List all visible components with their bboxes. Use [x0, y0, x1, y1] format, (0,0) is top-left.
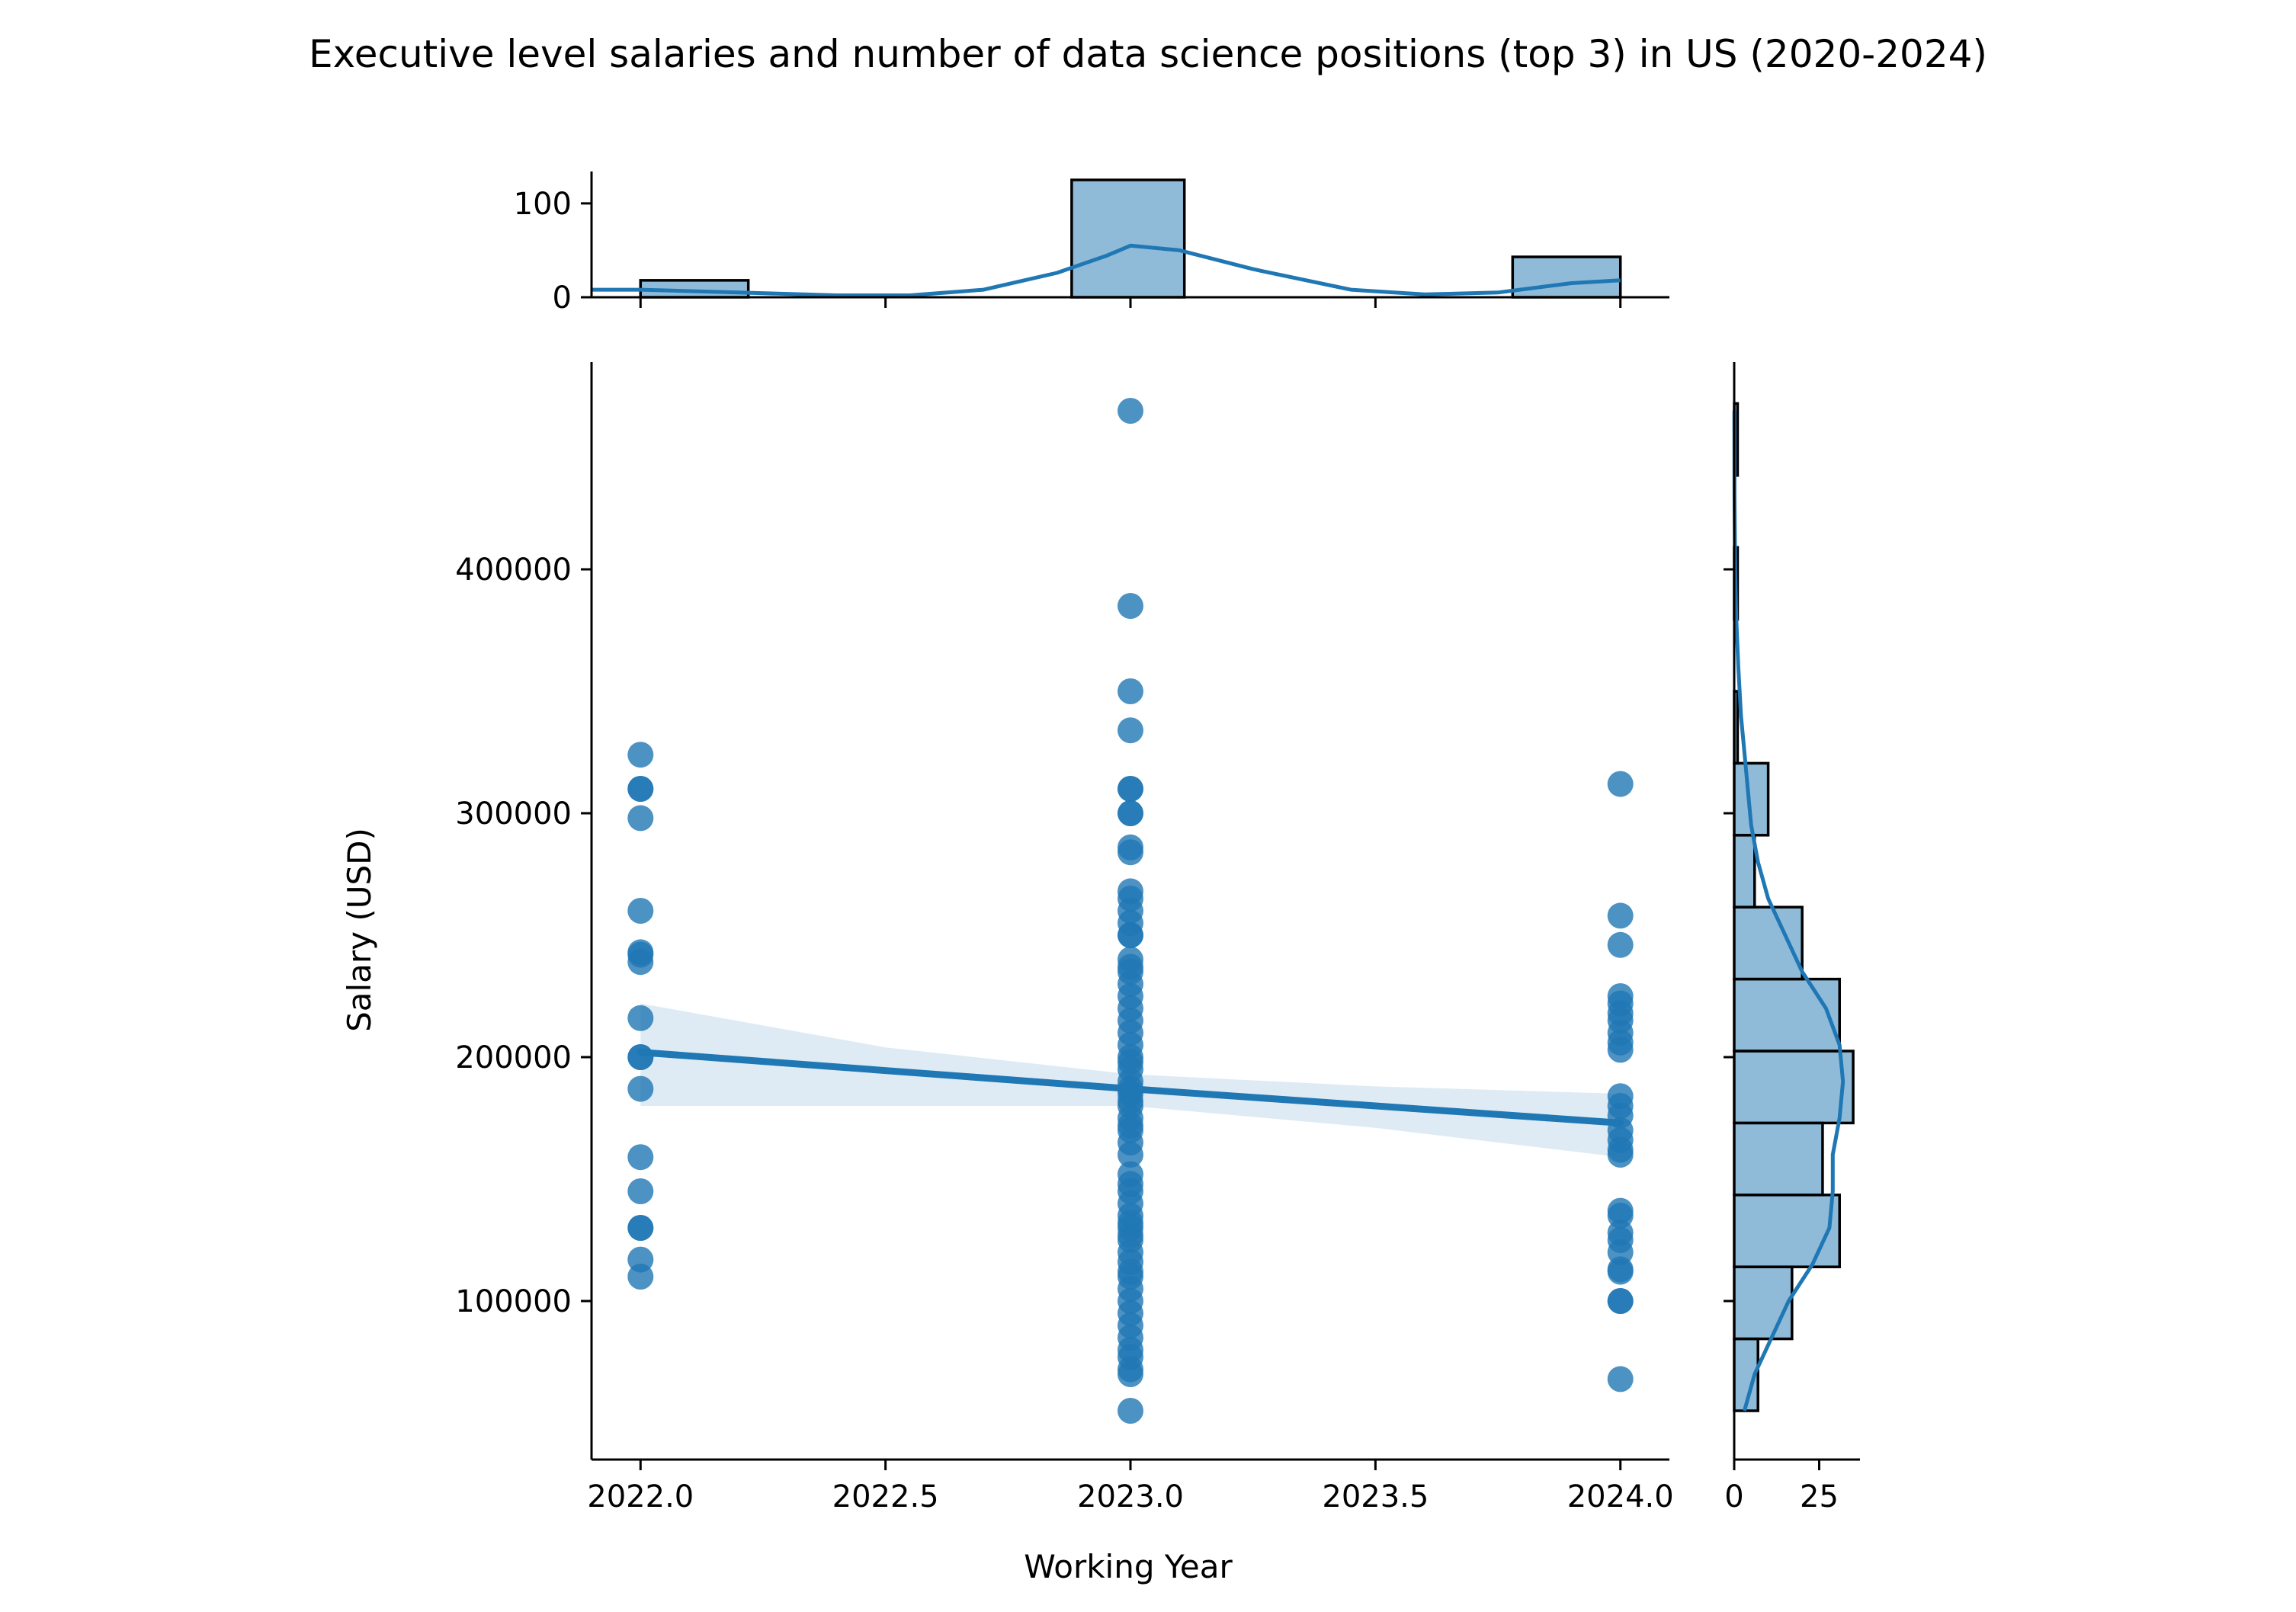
x-tick-label: 2023.5: [1322, 1479, 1429, 1514]
scatter-point: [1607, 771, 1634, 797]
x-tick-label: 2024.0: [1567, 1479, 1674, 1514]
regression-line: [637, 1049, 1624, 1126]
scatter-point: [1118, 1398, 1143, 1424]
scatter-point: [1607, 931, 1634, 958]
scatter-point: [1118, 398, 1143, 424]
y-marginal-bar: [1733, 1121, 1824, 1197]
scatter-point: [1607, 1142, 1634, 1168]
y-marginal-bar: [1733, 834, 1756, 909]
right-x-tick-label: 0: [1724, 1479, 1743, 1514]
x-marginal-axes: 0 100: [514, 171, 1669, 316]
scatter-point: [627, 1264, 654, 1290]
scatter-point: [627, 1005, 654, 1031]
x-axis-label: Working Year: [1024, 1548, 1233, 1585]
x-tick-label: 2023.0: [1077, 1479, 1184, 1514]
scatter-point: [627, 898, 654, 924]
scatter-point: [1118, 593, 1143, 619]
y-marginal-axes: 0 25: [1724, 362, 1860, 1514]
y-tick-label: 400000: [455, 553, 572, 588]
y-marginal-bar: [1733, 1050, 1855, 1125]
y-tick-label: 200000: [455, 1040, 572, 1075]
scatter-point: [1607, 1288, 1634, 1314]
scatter-point: [1118, 800, 1143, 826]
y-marginal-histogram: 0 25: [1724, 362, 1860, 1514]
y-tick-label: 100000: [455, 1284, 572, 1319]
scatter-point: [1607, 1366, 1634, 1392]
y-axis-label: Salary (USD): [341, 828, 378, 1032]
scatter-point: [1118, 839, 1143, 866]
scatter-point: [1118, 922, 1143, 948]
x-marginal-bar: [1070, 178, 1186, 299]
scatter-point: [1118, 1361, 1143, 1387]
y-marginal-bar: [1733, 1194, 1841, 1268]
y-tick-label: 300000: [455, 796, 572, 832]
right-x-tick-label: 25: [1800, 1479, 1839, 1514]
scatter-point: [1118, 1142, 1143, 1168]
scatter-point: [627, 776, 654, 802]
top-y-tick-label: 0: [553, 280, 572, 316]
scatter-point: [627, 1215, 654, 1241]
y-marginal-bars: [1733, 402, 1855, 1412]
scatter-point: [1607, 1037, 1634, 1063]
scatter-point: [1607, 1258, 1634, 1285]
scatter-point: [627, 1178, 654, 1204]
scatter-point: [1118, 776, 1143, 802]
scatter-point: [627, 1044, 654, 1070]
x-marginal-bar: [1511, 255, 1622, 299]
scatter-plot-area: 2022.0 2022.5 2023.0 2023.5 2024.0 100000 2000…: [341, 362, 1674, 1585]
x-marginal-kde: [592, 243, 1621, 297]
chart-title: Executive level salaries and number of d…: [309, 32, 1987, 76]
y-marginal-kde: [1732, 410, 1845, 1412]
scatter-point: [1607, 902, 1634, 929]
scatter-point: [627, 1075, 654, 1102]
scatter-point: [627, 742, 654, 768]
y-marginal-kde-curve: [1732, 410, 1845, 1412]
x-marginal-histogram: 0 100: [514, 171, 1669, 316]
x-marginal-kde-curve: [592, 243, 1621, 297]
main-axes: 2022.0 2022.5 2023.0 2023.5 2024.0 100000 2000…: [455, 362, 1674, 1514]
y-marginal-bar: [1733, 905, 1804, 981]
scatter-points: [627, 398, 1634, 1424]
scatter-point: [1118, 717, 1143, 744]
scatter-point: [627, 805, 654, 832]
scatter-point: [627, 1144, 654, 1171]
x-tick-label: 2022.0: [587, 1479, 694, 1514]
y-marginal-bar: [1733, 1265, 1794, 1341]
scatter-point: [627, 949, 654, 976]
y-marginal-bar: [1733, 977, 1841, 1053]
x-tick-label: 2022.5: [832, 1479, 939, 1514]
scatter-point: [1118, 678, 1143, 704]
regression-line-path: [637, 1049, 1624, 1126]
top-y-tick-label: 100: [514, 187, 572, 222]
